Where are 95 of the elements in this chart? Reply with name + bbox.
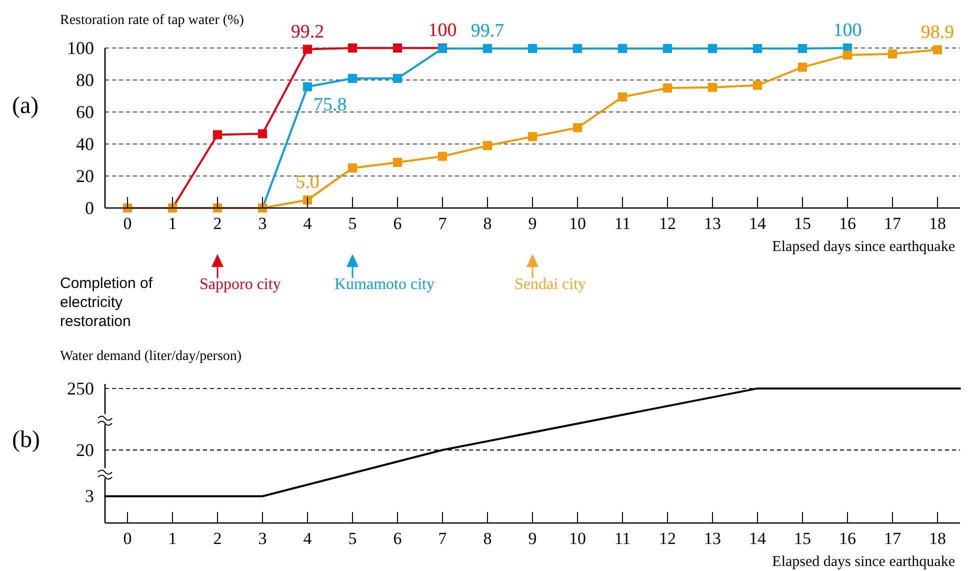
data-label: 99.2 <box>290 21 324 42</box>
point <box>528 132 537 142</box>
x-axis-title: Elapsed days since earthquake <box>772 554 956 570</box>
x-tick-label: 3 <box>258 529 267 548</box>
x-tick-label: 7 <box>438 214 448 233</box>
point <box>573 123 582 132</box>
point <box>573 44 582 53</box>
point <box>303 196 312 204</box>
point <box>393 158 402 167</box>
x-tick-label: 3 <box>258 214 267 233</box>
y-tick-label: 100 <box>67 38 94 58</box>
x-tick-label: 7 <box>438 529 448 548</box>
point <box>258 129 267 138</box>
x-tick-label: 10 <box>569 214 586 233</box>
x-tick-label: 9 <box>528 529 537 548</box>
x-tick-label: 11 <box>614 214 631 233</box>
x-tick-label: 9 <box>528 214 537 233</box>
x-tick-label: 17 <box>884 214 902 233</box>
x-tick-label: 14 <box>749 214 766 233</box>
x-tick-label: 2 <box>213 214 222 233</box>
point <box>348 164 357 172</box>
point <box>798 62 807 72</box>
data-label: 5.0 <box>296 172 320 193</box>
y-tick-label: 0 <box>85 198 94 218</box>
data-label: 99.7 <box>470 20 504 42</box>
x-tick-label: 18 <box>929 214 946 233</box>
x-tick-label: 14 <box>749 529 766 548</box>
x-tick-label: 0 <box>123 214 132 233</box>
ref-line-label: Kumamoto city <box>334 276 434 293</box>
x-tick-label: 4 <box>303 214 312 233</box>
x-tick-label: 15 <box>794 529 811 548</box>
x-tick-label: 12 <box>659 529 676 548</box>
x-tick-label: 6 <box>393 529 402 548</box>
ref-line-label: Sendai city <box>514 276 586 293</box>
x-axis-title: Elapsed days since earthquake <box>772 239 956 255</box>
point <box>438 152 447 161</box>
y-tick-label: 20 <box>76 166 94 186</box>
x-tick-label: 15 <box>794 214 811 233</box>
point <box>618 44 627 53</box>
point <box>843 50 852 60</box>
y-tick-label: 20 <box>76 440 94 460</box>
data-label: 100 <box>428 20 457 41</box>
ref-line-label: Sapporo city <box>200 276 281 293</box>
text: (b) <box>12 427 40 453</box>
y-axis-title: Restoration rate of tap water (%) <box>60 13 244 28</box>
point <box>888 49 897 58</box>
x-tick-label: 17 <box>884 529 902 548</box>
x-tick-label: 12 <box>659 214 676 233</box>
x-tick-label: 2 <box>213 529 222 548</box>
data-label: 100 <box>833 20 862 41</box>
point <box>663 84 672 92</box>
text: Completion of electricity restoration <box>60 275 154 330</box>
x-tick-label: 16 <box>839 529 856 548</box>
y-tick-label: 3 <box>85 486 94 506</box>
point <box>753 80 762 90</box>
y-tick-label: 250 <box>67 378 94 398</box>
x-tick-label: 18 <box>929 529 946 548</box>
point <box>303 44 312 54</box>
point <box>798 44 807 53</box>
x-tick-label: 13 <box>704 214 721 233</box>
data-label: 75.8 <box>314 94 347 116</box>
point <box>393 44 402 52</box>
text: (a) <box>12 93 39 119</box>
y-tick-label: 40 <box>76 134 94 154</box>
point <box>348 44 357 52</box>
point <box>348 74 357 83</box>
x-tick-label: 1 <box>168 214 177 233</box>
x-tick-label: 10 <box>569 529 586 548</box>
point <box>933 45 942 54</box>
point <box>213 130 222 140</box>
point <box>528 44 537 53</box>
point <box>483 44 492 53</box>
point <box>708 44 717 53</box>
x-tick-label: 16 <box>839 214 856 233</box>
point <box>393 74 402 83</box>
point <box>303 82 312 92</box>
x-tick-label: 5 <box>348 529 357 548</box>
y-axis-title: Water demand (liter/day/person) <box>60 349 242 364</box>
y-tick-label: 80 <box>76 70 94 90</box>
x-tick-label: 5 <box>348 214 357 233</box>
data-label: 98.9 <box>920 22 954 43</box>
x-tick-label: 1 <box>168 529 177 548</box>
point <box>618 92 627 102</box>
point <box>483 141 492 150</box>
y-tick-label: 60 <box>76 102 94 122</box>
x-tick-label: 6 <box>393 214 402 233</box>
x-tick-label: 4 <box>303 529 312 548</box>
point <box>708 82 717 92</box>
point <box>753 44 762 53</box>
x-tick-label: 11 <box>614 529 631 548</box>
x-tick-label: 0 <box>123 529 132 548</box>
x-tick-label: 8 <box>483 214 492 233</box>
x-tick-label: 8 <box>483 529 492 548</box>
x-tick-label: 13 <box>704 529 721 548</box>
point <box>663 44 672 53</box>
